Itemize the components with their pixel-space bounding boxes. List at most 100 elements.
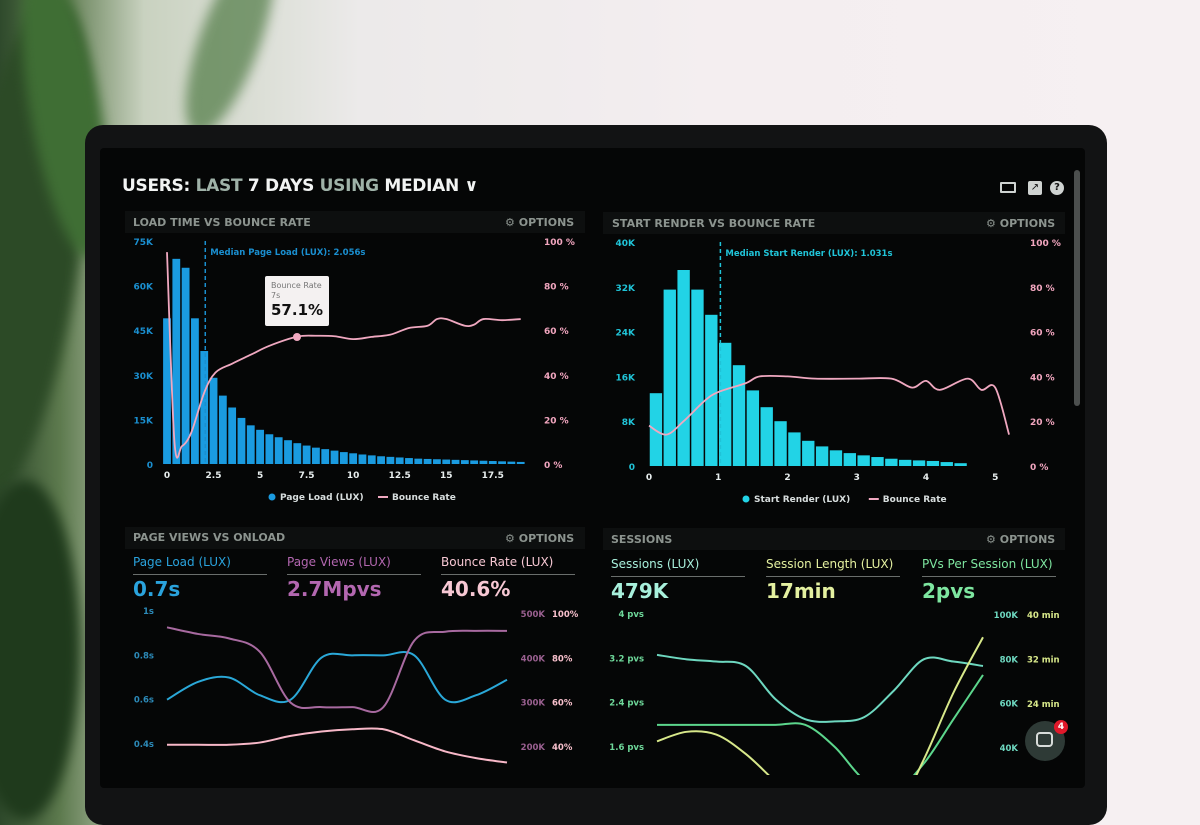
- scrollbar[interactable]: [1074, 170, 1080, 406]
- y2-tick-label: 0 %: [1030, 463, 1048, 473]
- y-tick-label: 60K: [134, 283, 155, 293]
- y-tick-label: 0: [147, 461, 153, 471]
- panel-title: START RENDER VS BOUNCE RATE: [612, 217, 816, 230]
- y-tick-label: 75K: [134, 238, 155, 248]
- histogram-bar: [498, 461, 506, 464]
- y3-tick-label: 40%: [552, 743, 573, 753]
- options-button[interactable]: ⚙ OPTIONS: [986, 217, 1055, 230]
- histogram-bar: [293, 443, 302, 464]
- metric-value: 0.7s: [133, 577, 181, 601]
- panel-header-start-render: [603, 212, 1065, 234]
- y2-tick-label: 40K: [1000, 744, 1019, 754]
- legend-swatch: [742, 495, 750, 503]
- y2-tick-label: 80K: [1000, 655, 1019, 665]
- options-label: OPTIONS: [518, 532, 575, 545]
- bounce-rate-line: [166, 252, 521, 459]
- y-tick-label: 0.4s: [134, 740, 154, 750]
- y-tick-label: 16K: [616, 373, 637, 383]
- metric-label: PVs Per Session (LUX): [922, 557, 1053, 571]
- y2-tick-label: 80 %: [1030, 284, 1055, 294]
- metric-divider: [441, 574, 575, 575]
- histogram-bar: [405, 458, 413, 464]
- y3-tick-label: 32 min: [1027, 656, 1060, 666]
- metric-label: Session Length (LUX): [766, 557, 894, 571]
- tooltip-value: 57.1%: [271, 301, 324, 319]
- tooltip-series: Bounce Rate: [271, 281, 322, 290]
- gear-icon: ⚙: [505, 216, 515, 229]
- metric-value: 17min: [766, 579, 836, 603]
- histogram-bar: [774, 421, 787, 466]
- histogram-bar: [479, 460, 488, 464]
- dashboard-screen: [100, 148, 1085, 788]
- x-tick-label: 12.5: [389, 471, 411, 481]
- histogram-bar: [367, 455, 376, 464]
- options-button[interactable]: ⚙ OPTIONS: [505, 532, 574, 545]
- x-tick-label: 7.5: [299, 471, 315, 481]
- y2-tick-label: 100 %: [544, 238, 575, 248]
- chat-button[interactable]: [1025, 721, 1065, 761]
- histogram-bar: [172, 258, 181, 464]
- metric-label: Page Load (LUX): [133, 555, 231, 569]
- monitor-icon[interactable]: [1000, 182, 1016, 193]
- x-tick-label: 0: [646, 473, 652, 483]
- histogram-bar: [677, 270, 690, 466]
- histogram-bar: [358, 454, 367, 464]
- histogram-bar: [423, 458, 432, 464]
- help-icon[interactable]: ?: [1050, 181, 1064, 195]
- y2-tick-label: 0 %: [544, 461, 562, 471]
- histogram-bar: [414, 458, 423, 464]
- share-icon[interactable]: ↗: [1028, 181, 1042, 195]
- gear-icon: ⚙: [986, 533, 996, 546]
- y2-tick-label: 60 %: [544, 327, 569, 337]
- metric-label: Bounce Rate (LUX): [441, 555, 554, 569]
- options-button[interactable]: ⚙ OPTIONS: [505, 216, 574, 229]
- x-tick-label: 15: [440, 471, 453, 481]
- x-tick-label: 2: [784, 473, 790, 483]
- histogram-bar: [433, 459, 441, 464]
- options-button[interactable]: ⚙ OPTIONS: [986, 533, 1055, 546]
- y-tick-label: 45K: [134, 327, 155, 337]
- histogram-bar: [302, 445, 311, 464]
- legend-label: Start Render (LUX): [754, 495, 850, 505]
- options-label: OPTIONS: [999, 217, 1056, 230]
- histogram-bar: [321, 449, 330, 464]
- histogram-bar: [788, 432, 801, 466]
- chevron-down-icon[interactable]: ∨: [464, 176, 479, 196]
- title-users: USERS:: [122, 176, 190, 196]
- series-line: [656, 653, 984, 723]
- histogram-bar: [386, 456, 395, 464]
- y-tick-label: 8K: [622, 418, 636, 428]
- histogram-bar: [829, 450, 843, 466]
- histogram-bar: [718, 342, 732, 466]
- gear-icon: ⚙: [986, 217, 996, 230]
- bounce-rate-line: [648, 374, 1010, 436]
- panel-header-load-time: [125, 211, 585, 233]
- page-title[interactable]: USERS: LAST 7 DAYS USING MEDIAN ∨: [122, 176, 478, 196]
- x-tick-label: 17.5: [482, 471, 504, 481]
- histogram-bar: [312, 447, 320, 464]
- histogram-bar: [940, 462, 953, 466]
- median-annotation: Median Start Render (LUX): 1.031s: [725, 249, 892, 259]
- metric-divider: [287, 574, 421, 575]
- x-tick-label: 5: [257, 471, 263, 481]
- legend-label: Bounce Rate: [883, 495, 947, 505]
- notification-badge: 4: [1054, 720, 1068, 734]
- histogram-bar: [200, 351, 209, 464]
- chart-tooltip: Bounce Rate 7s 57.1%: [265, 276, 329, 326]
- histogram-bar: [760, 407, 773, 466]
- histogram-bar: [705, 314, 718, 466]
- histogram-bar: [732, 365, 746, 466]
- histogram-bar: [284, 440, 292, 464]
- metric-value: 479K: [611, 579, 669, 603]
- y3-tick-label: 100%: [552, 610, 579, 620]
- y3-tick-label: 40 min: [1027, 611, 1060, 621]
- y-tick-label: 1.6 pvs: [609, 743, 644, 753]
- panel-title: SESSIONS: [611, 533, 673, 546]
- panel-header-page-views: [125, 527, 585, 549]
- x-tick-label: 1: [715, 473, 721, 483]
- title-last: LAST: [195, 176, 243, 196]
- x-tick-label: 2.5: [206, 471, 222, 481]
- series-line: [167, 727, 508, 764]
- y2-tick-label: 40 %: [1030, 373, 1055, 383]
